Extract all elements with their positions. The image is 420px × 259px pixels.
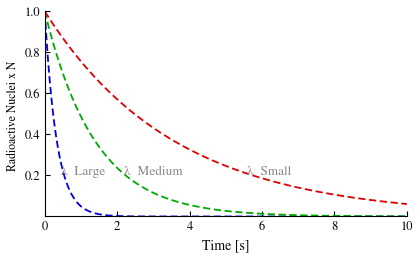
Text: λ  Small: λ Small [247,167,291,178]
Y-axis label: Radioactive Nuclei x N₀: Radioactive Nuclei x N₀ [7,57,19,170]
Text: λ  Large: λ Large [60,166,105,178]
Text: λ  Medium: λ Medium [124,167,183,178]
X-axis label: Time [s]: Time [s] [202,239,249,252]
